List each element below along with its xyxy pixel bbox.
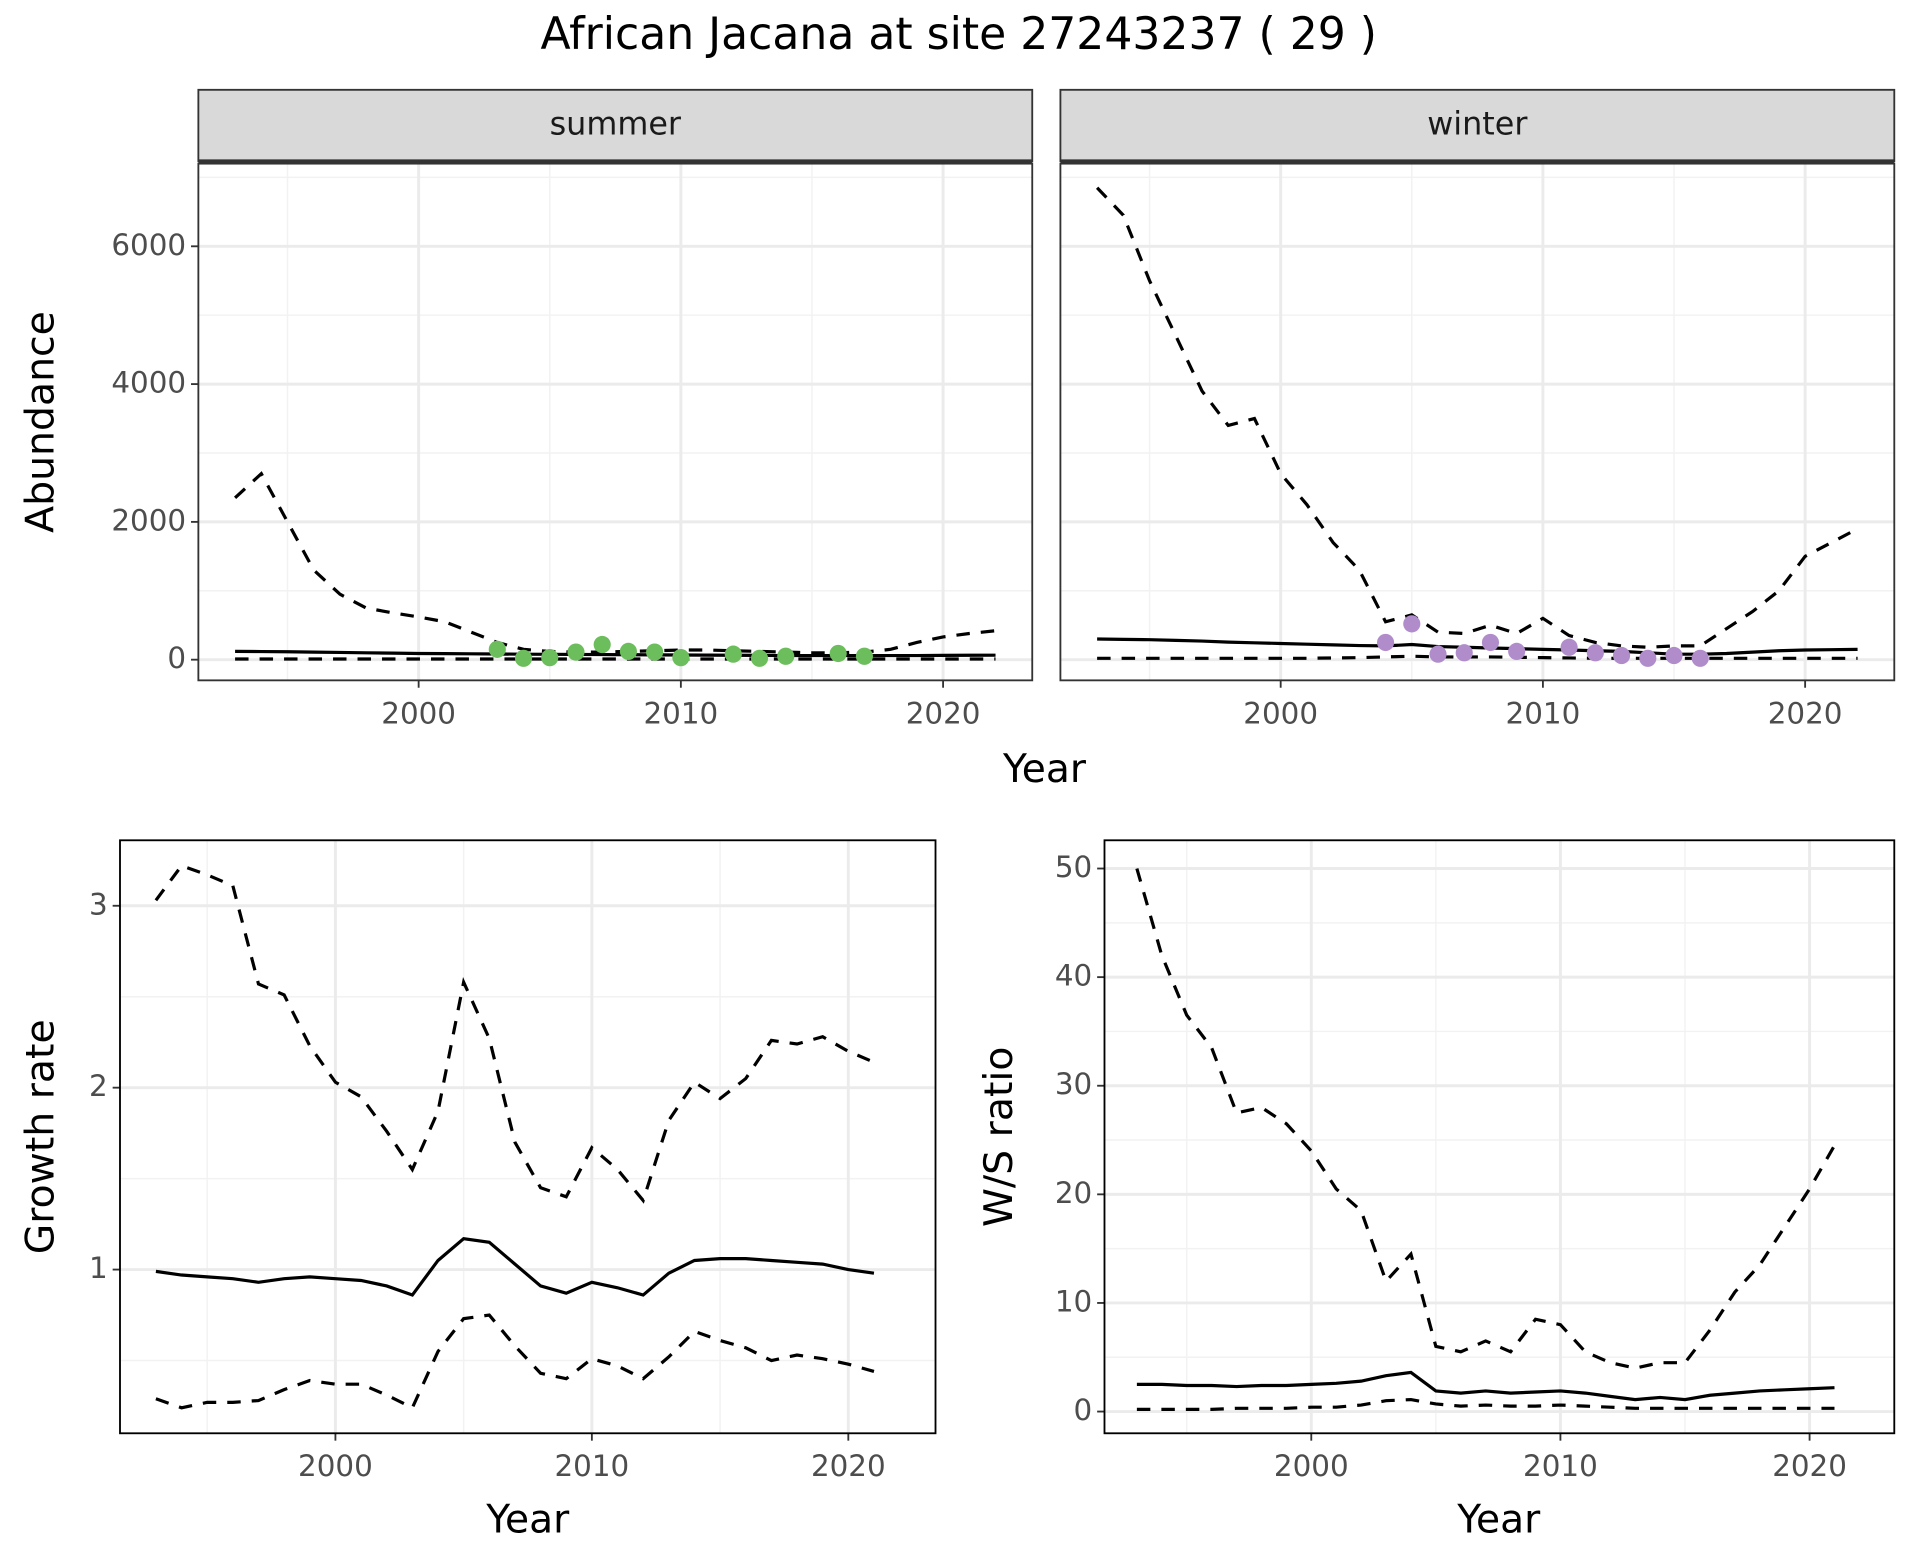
y-tick-label: 2000 <box>111 503 186 537</box>
y-tick-label: 0 <box>1074 1393 1093 1427</box>
data-point <box>750 649 769 667</box>
y-tick-label: 1 <box>89 1251 108 1285</box>
x-tick-label: 2000 <box>298 1449 373 1483</box>
y-tick-label: 0 <box>167 641 186 675</box>
mean-line <box>155 1236 875 1297</box>
panel-background <box>1104 840 1895 1434</box>
interval-line <box>1136 1398 1835 1411</box>
x-tick-label: 2020 <box>811 1449 886 1483</box>
y-axis-title: Abundance <box>18 311 63 533</box>
data-point <box>1612 646 1631 665</box>
y-tick-label: 6000 <box>111 228 186 262</box>
panel-border <box>1059 162 1896 682</box>
mean-line <box>1097 637 1858 656</box>
data-point <box>593 635 611 654</box>
data-point <box>672 648 690 667</box>
data-point <box>1455 644 1473 662</box>
x-axis-title: Year <box>1456 1497 1541 1542</box>
data-point <box>1429 645 1447 663</box>
data-point <box>1508 642 1526 661</box>
data-point <box>488 640 506 658</box>
panel-border <box>1103 839 1896 1435</box>
x-tick-label: 2010 <box>643 696 718 730</box>
y-tick-label: 40 <box>1055 959 1092 993</box>
data-point <box>1403 615 1421 633</box>
y-tick-label: 20 <box>1055 1176 1092 1210</box>
data-point <box>1481 633 1500 652</box>
data-point <box>1691 649 1709 667</box>
figure-title: African Jacana at site 27243237 ( 29 ) <box>541 9 1377 60</box>
y-tick-label: 30 <box>1055 1067 1092 1101</box>
data-point <box>1376 633 1395 652</box>
y-tick-label: 3 <box>89 887 108 921</box>
panel-background <box>120 840 936 1434</box>
mean-line <box>1136 1370 1835 1402</box>
data-point <box>724 645 742 663</box>
data-point <box>541 648 559 667</box>
interval-line <box>155 1313 875 1410</box>
x-tick-label: 2010 <box>1506 696 1581 730</box>
y-tick-label: 2 <box>89 1069 108 1103</box>
panel-border <box>197 162 1034 682</box>
data-point <box>1586 644 1604 662</box>
facet-label: summer <box>550 104 682 142</box>
data-point <box>1560 638 1578 656</box>
facet-strip <box>1059 88 1896 163</box>
interval-line <box>1097 654 1858 660</box>
x-tick-label: 2020 <box>906 696 981 730</box>
data-point <box>855 647 873 665</box>
interval-line <box>1135 868 1836 1370</box>
y-axis-title: Growth rate <box>18 1019 63 1254</box>
data-point <box>567 643 585 661</box>
data-point <box>514 649 533 667</box>
data-point <box>1665 646 1683 665</box>
y-tick-label: 10 <box>1055 1284 1092 1318</box>
y-tick-label: 4000 <box>111 366 186 400</box>
x-axis-title: Year <box>485 1497 570 1542</box>
data-point <box>619 642 637 661</box>
x-axis-title: Year <box>1002 747 1087 792</box>
x-tick-label: 2010 <box>554 1449 629 1483</box>
x-tick-label: 2020 <box>1772 1449 1847 1483</box>
data-point <box>777 647 795 665</box>
interval-line <box>1095 186 1859 649</box>
data-point <box>1639 649 1657 667</box>
x-tick-label: 2000 <box>1274 1449 1349 1483</box>
data-point <box>646 643 664 661</box>
panel-background <box>1060 163 1895 681</box>
y-tick-label: 50 <box>1055 850 1092 884</box>
x-tick-label: 2020 <box>1768 696 1843 730</box>
panel-border <box>119 839 937 1435</box>
y-axis-title: W/S ratio <box>977 1047 1022 1227</box>
interval-line <box>154 863 875 1204</box>
data-point <box>829 644 847 663</box>
x-tick-label: 2000 <box>1243 696 1318 730</box>
panel-background <box>198 163 1033 681</box>
x-tick-label: 2000 <box>381 696 456 730</box>
x-tick-label: 2010 <box>1523 1449 1598 1483</box>
facet-label: winter <box>1427 104 1528 142</box>
